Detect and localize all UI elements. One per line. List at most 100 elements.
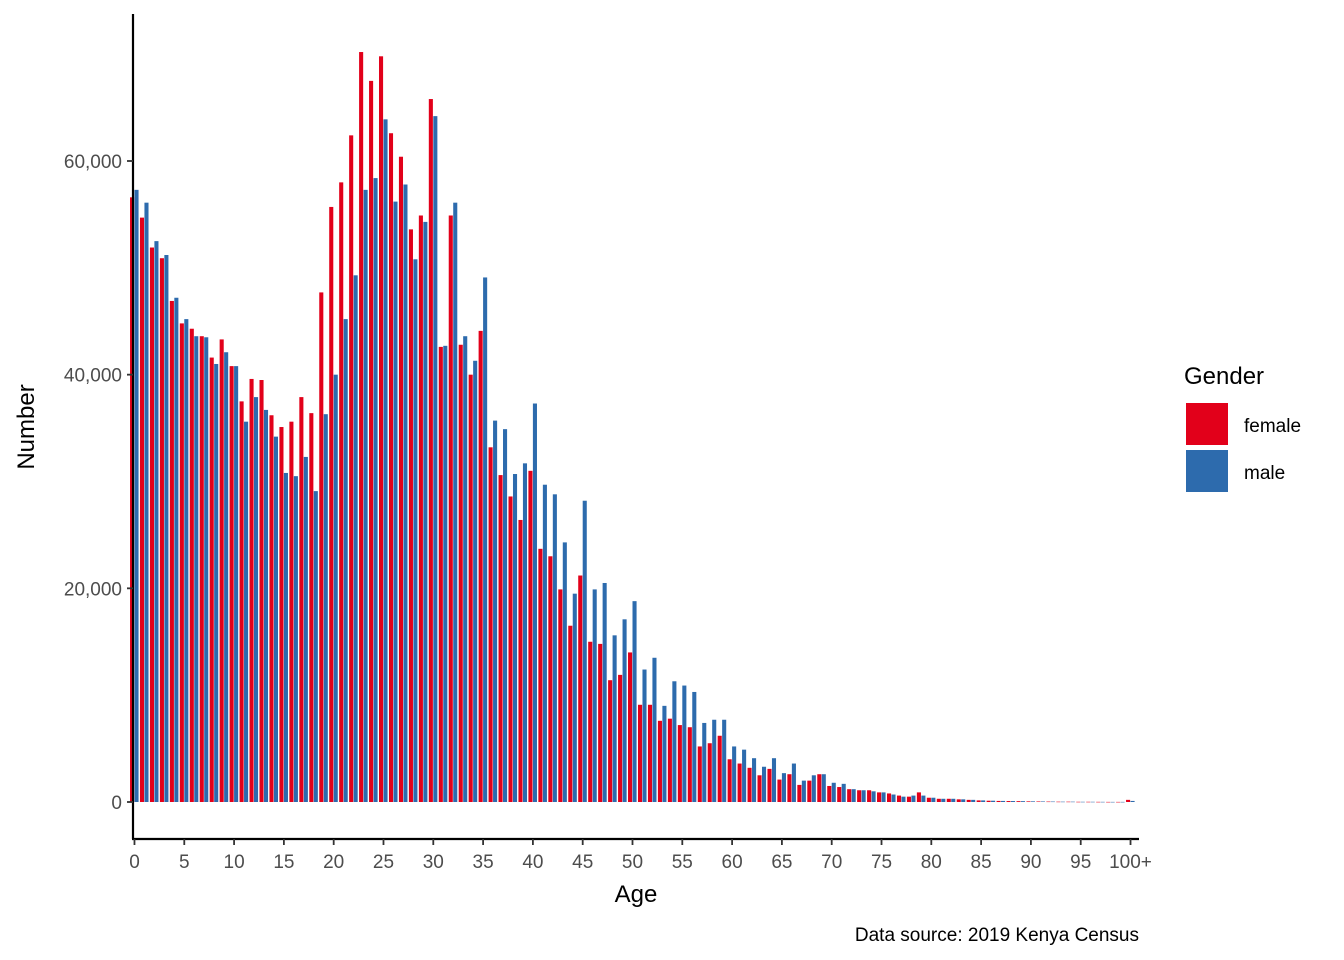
bar-male-48: [612, 635, 617, 802]
bar-male-43: [562, 542, 567, 802]
bar-female-78: [906, 796, 911, 802]
bar-female-98: [1106, 801, 1111, 803]
bar-female-92: [1046, 801, 1051, 803]
bar-female-77: [896, 795, 902, 802]
bar-female-11: [239, 401, 244, 803]
bar-female-37: [498, 475, 503, 802]
bar-female-52: [647, 704, 653, 802]
bar-female-72: [847, 789, 852, 802]
bar-female-36: [488, 447, 493, 802]
bar-female-34: [468, 374, 473, 802]
bar-male-53: [662, 705, 667, 802]
x-tick-label: 60: [722, 852, 743, 873]
y-tick-label: 60,000: [64, 152, 122, 173]
bar-male-40: [532, 403, 537, 802]
bar-male-67: [801, 780, 806, 802]
bar-male-10: [234, 366, 239, 802]
bar-male-93: [1060, 801, 1065, 803]
bar-male-16: [293, 476, 298, 802]
bar-male-91: [1040, 801, 1045, 802]
x-tick-label: 100+: [1109, 852, 1152, 873]
bar-female-33: [458, 344, 463, 802]
bar-male-90: [1030, 801, 1035, 802]
x-tick-label: 55: [672, 852, 693, 873]
x-tick-label: 0: [129, 852, 140, 873]
bar-female-21: [339, 182, 344, 802]
bar-female-83: [956, 799, 961, 802]
x-tick-label: 25: [373, 852, 394, 873]
bar-male-78: [911, 795, 916, 802]
bar-female-38: [508, 496, 513, 802]
bar-male-19: [323, 414, 328, 802]
bar-female-6: [189, 328, 194, 802]
bar-male-28: [413, 259, 418, 802]
bar-male-34: [473, 360, 478, 802]
x-tick-label: 80: [921, 852, 942, 873]
bar-female-20: [329, 206, 334, 802]
bar-female-96: [1086, 801, 1091, 803]
bar-female-1: [139, 217, 145, 802]
bar-female-53: [657, 720, 662, 802]
bar-male-3: [164, 255, 169, 802]
bar-female-79: [916, 792, 921, 802]
bar-female-86: [986, 800, 991, 802]
x-ticks: 0 5 10 15 20 25 30 35 40 45 50 55 60 65 70 75 80 85 90 95 10…: [129, 839, 1152, 873]
bar-male-100+: [1130, 800, 1135, 802]
bar-male-23: [363, 189, 368, 803]
bar-male-21: [343, 319, 348, 802]
bar-female-9: [219, 339, 224, 802]
bar-male-51: [642, 669, 647, 802]
bar-male-89: [1020, 801, 1026, 802]
bar-male-24: [373, 178, 378, 803]
x-tick-label: 40: [522, 852, 543, 873]
bar-male-41: [542, 484, 547, 802]
x-tick-label: 85: [971, 852, 992, 873]
bar-male-8: [214, 363, 219, 802]
bar-male-79: [921, 795, 926, 802]
bar-female-66: [787, 774, 792, 802]
bar-male-77: [901, 796, 906, 802]
bar-female-16: [289, 421, 294, 802]
bar-female-67: [797, 784, 802, 802]
bar-male-73: [861, 790, 866, 802]
bar-female-90: [1026, 801, 1031, 802]
caption: Data source: 2019 Kenya Census: [855, 925, 1139, 946]
bar-male-88: [1011, 801, 1016, 802]
bar-female-95: [1076, 801, 1081, 803]
bar-male-86: [991, 800, 996, 802]
bar-female-84: [966, 799, 971, 802]
bar-male-1: [144, 202, 149, 803]
bar-male-94: [1070, 801, 1075, 803]
bar-female-60: [727, 759, 732, 802]
bar-female-49: [618, 674, 623, 802]
x-tick-label: 65: [771, 852, 792, 873]
bar-female-56: [687, 727, 692, 802]
bar-female-47: [598, 643, 603, 802]
bar-male-75: [881, 792, 886, 802]
bar-female-29: [418, 215, 423, 803]
bar-female-64: [767, 768, 772, 802]
bar-male-36: [493, 420, 498, 802]
bar-female-30: [428, 99, 433, 803]
bar-female-85: [976, 800, 981, 802]
y-tick-label: 20,000: [64, 579, 122, 600]
bar-male-6: [194, 336, 199, 802]
bar-male-15: [283, 472, 288, 802]
bar-female-51: [637, 704, 643, 802]
bar-male-35: [483, 277, 488, 802]
bar-male-87: [1001, 800, 1006, 802]
legend-swatch-female: [1186, 403, 1228, 445]
bar-male-82: [951, 798, 956, 802]
x-tick-label: 50: [622, 852, 643, 873]
bar-female-27: [398, 156, 404, 803]
bar-female-43: [558, 589, 563, 802]
y-tick-label: 0: [111, 793, 122, 814]
bar-female-22: [349, 135, 354, 803]
bar-female-18: [309, 413, 314, 802]
legend-label-male: male: [1244, 463, 1285, 484]
bar-female-88: [1006, 801, 1011, 802]
bar-female-71: [837, 787, 842, 802]
bar-male-74: [871, 791, 876, 802]
bar-female-100+: [1126, 799, 1131, 802]
bar-female-94: [1066, 801, 1071, 803]
